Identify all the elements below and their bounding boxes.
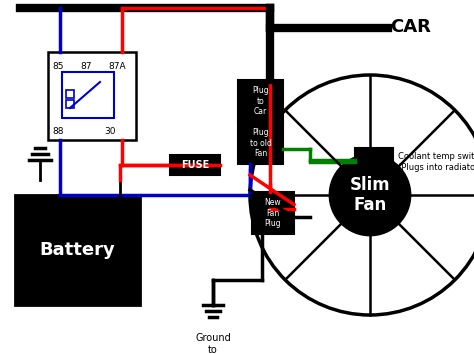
FancyBboxPatch shape: [62, 72, 114, 118]
Text: Ground
to
Car: Ground to Car: [195, 333, 231, 354]
Text: Plug
to old
Fan: Plug to old Fan: [250, 128, 272, 158]
Text: 87: 87: [80, 62, 91, 71]
Text: Coolant temp switch
(Plugs into radiator): Coolant temp switch (Plugs into radiator…: [398, 152, 474, 172]
Text: 87A: 87A: [108, 62, 126, 71]
FancyBboxPatch shape: [15, 195, 140, 305]
FancyBboxPatch shape: [355, 148, 393, 176]
Text: CAR: CAR: [390, 18, 431, 36]
Text: Battery: Battery: [40, 241, 115, 259]
FancyBboxPatch shape: [170, 155, 220, 175]
Text: 85: 85: [52, 62, 64, 71]
Text: New
Fan
Plug: New Fan Plug: [264, 198, 281, 228]
Circle shape: [330, 155, 410, 235]
Text: FUSE: FUSE: [181, 160, 209, 170]
FancyBboxPatch shape: [66, 90, 74, 98]
Text: Slim
Fan: Slim Fan: [350, 176, 390, 215]
FancyBboxPatch shape: [238, 122, 283, 164]
FancyBboxPatch shape: [48, 52, 136, 140]
Text: 30: 30: [104, 127, 116, 136]
Text: Plug
to
Car: Plug to Car: [252, 86, 269, 116]
FancyBboxPatch shape: [252, 192, 294, 234]
FancyBboxPatch shape: [66, 100, 74, 108]
FancyBboxPatch shape: [238, 80, 283, 122]
Text: 88: 88: [52, 127, 64, 136]
